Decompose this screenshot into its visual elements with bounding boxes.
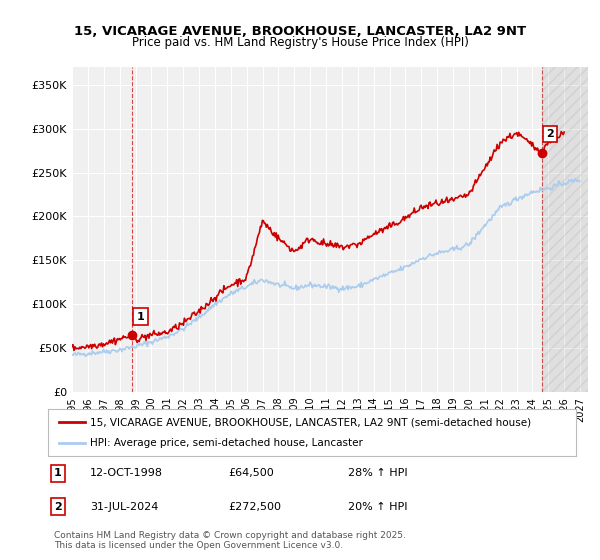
Text: £272,500: £272,500 bbox=[228, 502, 281, 512]
Text: 20% ↑ HPI: 20% ↑ HPI bbox=[348, 502, 407, 512]
Text: 1: 1 bbox=[137, 311, 145, 321]
Text: 2: 2 bbox=[547, 129, 554, 139]
Text: Contains HM Land Registry data © Crown copyright and database right 2025.
This d: Contains HM Land Registry data © Crown c… bbox=[54, 530, 406, 550]
Text: 31-JUL-2024: 31-JUL-2024 bbox=[90, 502, 158, 512]
Text: 12-OCT-1998: 12-OCT-1998 bbox=[90, 468, 163, 478]
Text: 15, VICARAGE AVENUE, BROOKHOUSE, LANCASTER, LA2 9NT (semi-detached house): 15, VICARAGE AVENUE, BROOKHOUSE, LANCAST… bbox=[90, 417, 532, 427]
Text: HPI: Average price, semi-detached house, Lancaster: HPI: Average price, semi-detached house,… bbox=[90, 438, 363, 448]
Text: Price paid vs. HM Land Registry's House Price Index (HPI): Price paid vs. HM Land Registry's House … bbox=[131, 36, 469, 49]
Text: £64,500: £64,500 bbox=[228, 468, 274, 478]
Text: 28% ↑ HPI: 28% ↑ HPI bbox=[348, 468, 407, 478]
Text: 15, VICARAGE AVENUE, BROOKHOUSE, LANCASTER, LA2 9NT: 15, VICARAGE AVENUE, BROOKHOUSE, LANCAST… bbox=[74, 25, 526, 38]
Text: 2: 2 bbox=[54, 502, 62, 512]
Text: 1: 1 bbox=[54, 468, 62, 478]
